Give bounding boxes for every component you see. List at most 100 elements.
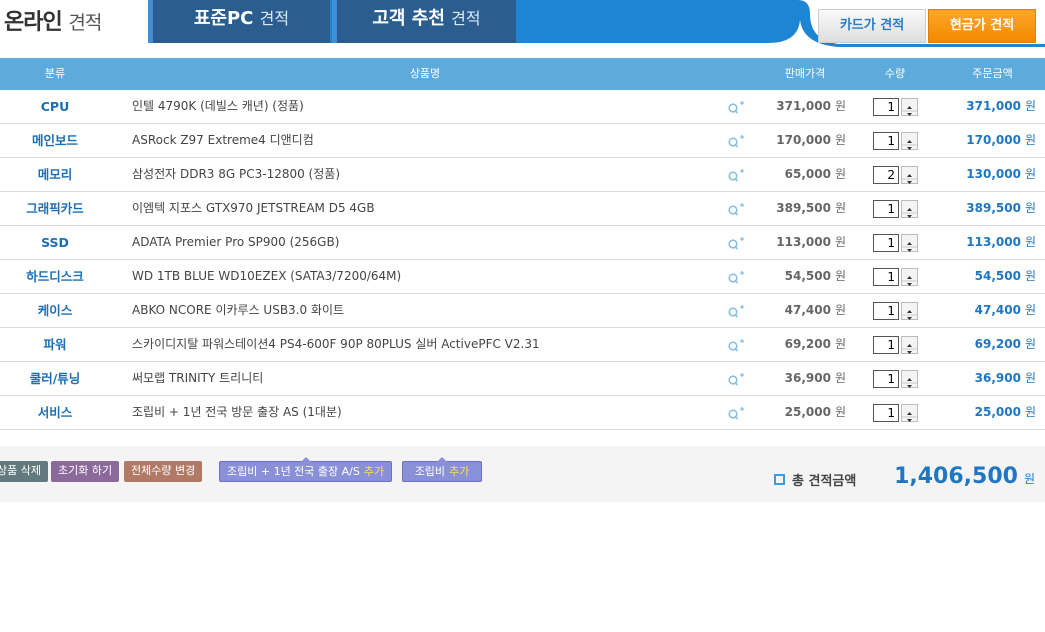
currency: 원 <box>834 133 846 147</box>
total-label: 총 견적금액 <box>774 470 856 489</box>
total-amount: 1,406,500 원 <box>894 464 1035 489</box>
amount: 371,000 원 <box>966 90 1036 123</box>
quantity-input[interactable]: 2 <box>873 166 899 184</box>
product-name[interactable]: 이엠텍 지포스 GTX970 JETSTREAM D5 4GB <box>132 201 375 215</box>
price-value: 69,200 <box>784 337 831 351</box>
price: 170,000 원 <box>776 124 846 157</box>
zoom-icon[interactable] <box>728 304 746 318</box>
price: 36,900 원 <box>785 362 846 395</box>
action-button[interactable]: 조립비 추가 <box>402 457 482 482</box>
product-name[interactable]: WD 1TB BLUE WD10EZEX (SATA3/7200/64M) <box>132 269 402 283</box>
quantity-input[interactable]: 1 <box>873 132 899 150</box>
quantity-input[interactable]: 1 <box>873 336 899 354</box>
quantity-spinner[interactable] <box>901 336 918 354</box>
quantity-input[interactable]: 1 <box>873 370 899 388</box>
amount: 54,500 원 <box>975 260 1036 293</box>
table-row: CPU 인텔 4790K (데빌스 캐년) (정품) 371,000 원 1 371,00… <box>0 90 1045 124</box>
product-name[interactable]: ADATA Premier Pro SP900 (256GB) <box>132 235 340 249</box>
zoom-icon[interactable] <box>728 372 746 386</box>
quantity-input[interactable]: 1 <box>873 404 899 422</box>
action-bar: 상품 삭제 초기화 하기 전체수량 변경 조립비 + 1년 전국 출장 A/S 추가 조립… <box>0 446 1045 502</box>
action-button[interactable]: 전체수량 변경 <box>124 461 203 482</box>
product-name[interactable]: 삼성전자 DDR3 8G PC3-12800 (정품) <box>132 167 341 181</box>
currency: 원 <box>834 269 846 283</box>
button-label: 전체수량 변경 <box>131 464 196 477</box>
table-row: 쿨러/튜닝 써모랩 TRINITY 트리니티 36,900 원 1 36,900 원 <box>0 362 1045 396</box>
price: 389,500 원 <box>776 192 846 225</box>
currency: 원 <box>1024 371 1036 385</box>
quantity-input[interactable]: 1 <box>873 98 899 116</box>
currency: 원 <box>1024 269 1036 283</box>
amount: 36,900 원 <box>975 362 1036 395</box>
zoom-icon[interactable] <box>728 236 746 250</box>
column-header: 분류 <box>44 67 66 80</box>
table-row: 메모리 삼성전자 DDR3 8G PC3-12800 (정품) 65,000 원 2 13… <box>0 158 1045 192</box>
currency: 원 <box>834 167 846 181</box>
quantity-spinner[interactable] <box>901 370 918 388</box>
zoom-icon[interactable] <box>728 202 746 216</box>
action-button[interactable]: 조립비 + 1년 전국 출장 A/S 추가 <box>219 457 393 482</box>
quantity-spinner[interactable] <box>901 302 918 320</box>
product-name[interactable]: ABKO NCORE 이카루스 USB3.0 화이트 <box>132 303 345 317</box>
card-price-button[interactable]: 카드가 견적 <box>818 9 926 43</box>
table-row: 케이스 ABKO NCORE 이카루스 USB3.0 화이트 47,400 원 1 47,… <box>0 294 1045 328</box>
column-header: 판매가격 <box>784 67 826 80</box>
category: 서비스 <box>37 405 73 420</box>
quantity-input[interactable]: 1 <box>873 200 899 218</box>
quantity-spinner[interactable] <box>901 200 918 218</box>
product-name[interactable]: 써모랩 TRINITY 트리니티 <box>132 371 264 385</box>
quantity-spinner[interactable] <box>901 404 918 422</box>
amount-value: 25,000 <box>974 405 1021 419</box>
action-button[interactable]: 초기화 하기 <box>51 461 120 482</box>
product-name[interactable]: ASRock Z97 Extreme4 디앤디컴 <box>132 133 314 147</box>
quantity-spinner[interactable] <box>901 98 918 116</box>
amount: 170,000 원 <box>966 124 1036 157</box>
column-header: 상품명 <box>409 67 441 80</box>
quantity-spinner[interactable] <box>901 166 918 184</box>
quantity-spinner[interactable] <box>901 268 918 286</box>
button-highlight: 추가 <box>449 465 470 478</box>
currency: 원 <box>1024 337 1036 351</box>
amount-value: 170,000 <box>966 133 1021 147</box>
zoom-icon[interactable] <box>728 270 746 284</box>
tab-customer-pick[interactable]: 고객 추천 견적 <box>332 0 516 43</box>
currency: 원 <box>1023 472 1035 486</box>
price: 25,000 원 <box>785 396 846 429</box>
button-label: 조립비 <box>414 465 446 478</box>
currency: 원 <box>834 337 846 351</box>
amount-value: 371,000 <box>966 99 1021 113</box>
table-row: 파워 스카이디지탈 파워스테이션4 PS4-600F 90P 80PLUS 실버 … <box>0 328 1045 362</box>
zoom-icon[interactable] <box>728 168 746 182</box>
quantity-input[interactable]: 1 <box>873 302 899 320</box>
zoom-icon[interactable] <box>728 406 746 420</box>
button-label: 상품 삭제 <box>0 464 41 477</box>
tab-suffix: 견적 <box>259 9 290 28</box>
table-row: 서비스 조립비 + 1년 전국 방문 출장 AS (1대분) 25,000 원 1 25,… <box>0 396 1045 430</box>
title: 온라인 <box>4 10 63 35</box>
table-row: 그래픽카드 이엠텍 지포스 GTX970 JETSTREAM D5 4GB 389,… <box>0 192 1045 226</box>
quantity-spinner[interactable] <box>901 234 918 252</box>
currency: 원 <box>1024 99 1036 113</box>
zoom-icon[interactable] <box>728 338 746 352</box>
currency: 원 <box>834 201 846 215</box>
page-title: 온라인 견적 <box>4 4 102 36</box>
quantity-input[interactable]: 1 <box>873 268 899 286</box>
product-name[interactable]: 조립비 + 1년 전국 방문 출장 AS (1대분) <box>132 405 342 419</box>
quantity-spinner[interactable] <box>901 132 918 150</box>
action-button[interactable]: 상품 삭제 <box>0 461 48 482</box>
price: 54,500 원 <box>785 260 846 293</box>
quantity-input[interactable]: 1 <box>873 234 899 252</box>
tab-standard-pc[interactable]: 표준PC 견적 <box>148 0 330 43</box>
product-name[interactable]: 인텔 4790K (데빌스 캐년) (정품) <box>132 99 304 113</box>
currency: 원 <box>1024 133 1036 147</box>
price-value: 25,000 <box>784 405 831 419</box>
price: 65,000 원 <box>785 158 846 191</box>
currency: 원 <box>834 405 846 419</box>
currency: 원 <box>834 303 846 317</box>
zoom-icon[interactable] <box>728 134 746 148</box>
zoom-icon[interactable] <box>728 100 746 114</box>
product-name[interactable]: 스카이디지탈 파워스테이션4 PS4-600F 90P 80PLUS 실버 Ac… <box>132 337 540 351</box>
amount-value: 69,200 <box>974 337 1021 351</box>
cash-price-button[interactable]: 현금가 견적 <box>928 9 1036 43</box>
category: 메모리 <box>37 167 73 182</box>
